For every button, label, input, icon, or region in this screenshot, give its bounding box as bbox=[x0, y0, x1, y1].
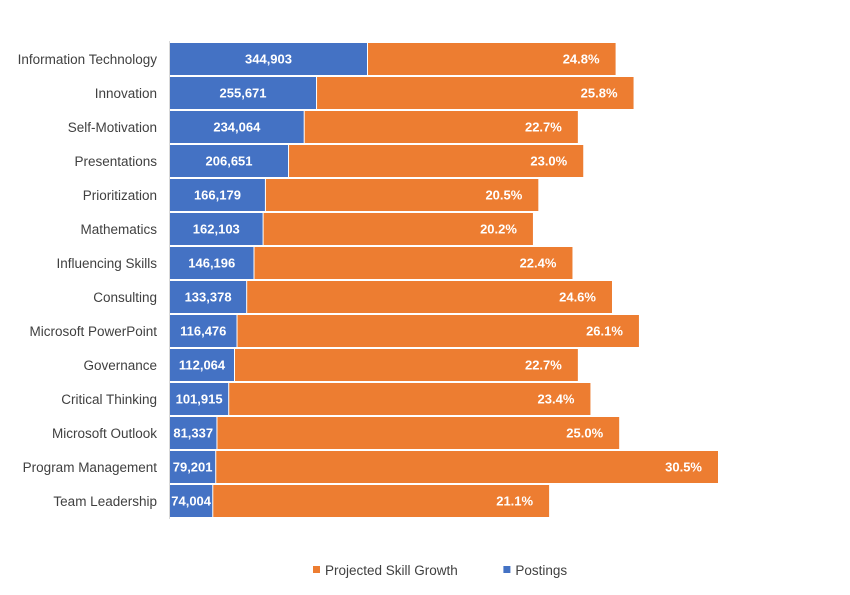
postings-value-label: 74,004 bbox=[171, 494, 212, 509]
postings-bar bbox=[170, 417, 217, 449]
growth-value-label: 21.1% bbox=[496, 494, 533, 509]
growth-value-label: 23.0% bbox=[530, 154, 567, 169]
category-label: Self-Motivation bbox=[68, 120, 157, 135]
postings-value-label: 255,671 bbox=[220, 86, 267, 101]
growth-value-label: 25.8% bbox=[581, 86, 618, 101]
category-label: Consulting bbox=[93, 290, 157, 305]
postings-bar bbox=[170, 43, 367, 75]
postings-value-label: 101,915 bbox=[176, 392, 223, 407]
growth-bar bbox=[217, 417, 620, 449]
postings-bar bbox=[170, 315, 237, 347]
legend: Projected Skill Growth Postings bbox=[313, 563, 567, 578]
growth-value-label: 30.5% bbox=[665, 460, 702, 475]
category-label: Microsoft PowerPoint bbox=[29, 324, 157, 339]
category-label: Governance bbox=[83, 358, 157, 373]
growth-bar bbox=[289, 145, 584, 177]
legend-label: Projected Skill Growth bbox=[325, 563, 458, 578]
category-label: Presentations bbox=[74, 154, 157, 169]
growth-bar bbox=[237, 315, 639, 347]
postings-bar bbox=[170, 179, 265, 211]
growth-bar bbox=[368, 43, 616, 75]
postings-bar bbox=[170, 213, 263, 245]
growth-bar bbox=[304, 111, 578, 143]
postings-value-label: 116,476 bbox=[180, 324, 226, 339]
category-label: Critical Thinking bbox=[61, 392, 157, 407]
growth-bar bbox=[235, 349, 578, 381]
postings-value-label: 146,196 bbox=[188, 256, 235, 271]
growth-value-label: 24.8% bbox=[563, 52, 600, 67]
postings-bar bbox=[170, 145, 289, 177]
postings-value-label: 133,378 bbox=[185, 290, 232, 305]
growth-bar bbox=[229, 383, 591, 415]
legend-swatch bbox=[313, 566, 320, 573]
category-labels-group: Information Technology Innovation Self-Mot… bbox=[18, 52, 158, 509]
postings-value-label: 79,201 bbox=[173, 460, 213, 475]
category-label: Innovation bbox=[95, 86, 157, 101]
legend-swatch bbox=[503, 566, 511, 573]
category-label: Team Leadership bbox=[53, 494, 157, 509]
category-label: Prioritization bbox=[83, 188, 157, 203]
postings-bar bbox=[170, 383, 229, 415]
growth-value-label: 23.4% bbox=[538, 392, 575, 407]
postings-bar bbox=[170, 349, 235, 381]
category-label: Information Technology bbox=[18, 52, 158, 67]
postings-bar bbox=[170, 451, 216, 483]
growth-value-label: 25.0% bbox=[566, 426, 603, 441]
growth-bar bbox=[265, 179, 539, 211]
category-label: Influencing Skills bbox=[56, 256, 157, 271]
postings-bar bbox=[170, 77, 317, 109]
growth-bar bbox=[263, 213, 533, 245]
postings-value-label: 234,064 bbox=[213, 120, 261, 135]
bars-group: 344,903 24.8% 255,671 25.8% 234,064 22.7% 206,… bbox=[170, 43, 718, 517]
category-label: Program Management bbox=[23, 460, 158, 475]
growth-value-label: 26.1% bbox=[586, 324, 623, 339]
postings-value-label: 344,903 bbox=[245, 52, 292, 67]
postings-value-label: 112,064 bbox=[179, 358, 226, 373]
postings-bar bbox=[170, 485, 213, 517]
postings-bar bbox=[170, 247, 254, 279]
postings-value-label: 166,179 bbox=[194, 188, 241, 203]
postings-bar bbox=[170, 281, 247, 313]
growth-value-label: 20.5% bbox=[485, 188, 522, 203]
growth-bar bbox=[317, 77, 634, 109]
postings-value-label: 206,651 bbox=[206, 154, 253, 169]
postings-value-label: 162,103 bbox=[193, 222, 240, 237]
growth-value-label: 22.7% bbox=[525, 120, 562, 135]
postings-bar bbox=[170, 111, 304, 143]
growth-bar bbox=[216, 451, 718, 483]
legend-label: Postings bbox=[515, 563, 567, 578]
growth-value-label: 24.6% bbox=[559, 290, 596, 305]
postings-value-label: 81,337 bbox=[173, 426, 213, 441]
category-label: Microsoft Outlook bbox=[52, 426, 157, 441]
growth-value-label: 22.4% bbox=[520, 256, 557, 271]
growth-value-label: 22.7% bbox=[525, 358, 562, 373]
category-label: Mathematics bbox=[80, 222, 157, 237]
growth-bar bbox=[213, 485, 550, 517]
growth-bar bbox=[247, 281, 612, 313]
growth-value-label: 20.2% bbox=[480, 222, 517, 237]
growth-bar bbox=[254, 247, 573, 279]
